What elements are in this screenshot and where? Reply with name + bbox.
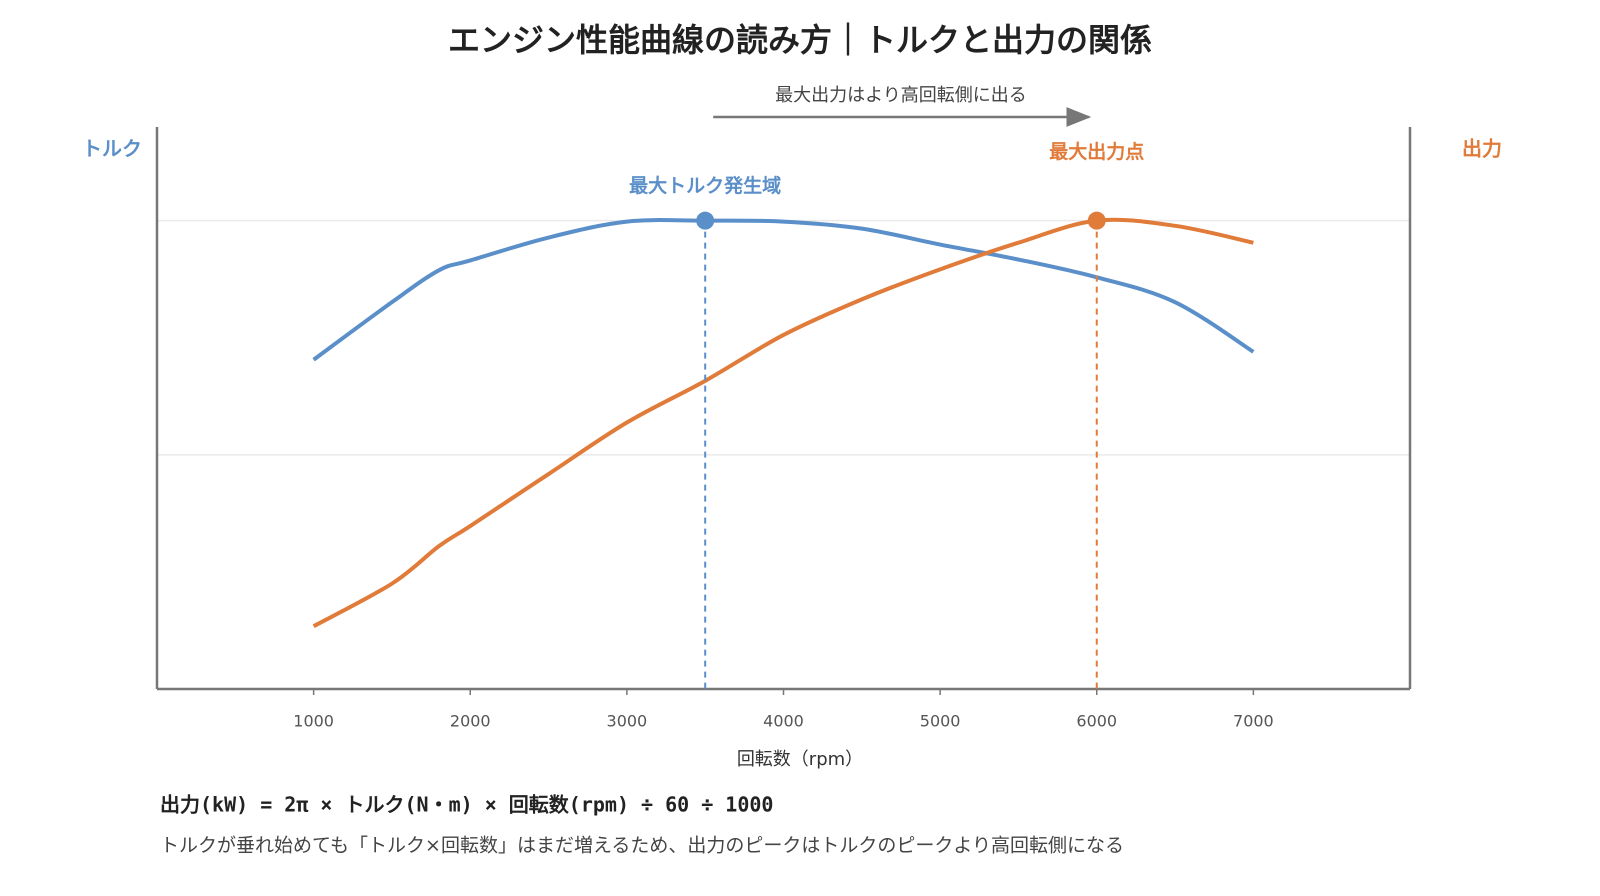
x-axis-label: 回転数（rpm） [737,749,863,770]
y2-axis-label: 出力 [1462,137,1502,161]
y-axis-label: トルク [82,137,142,161]
x-tick-label: 1000 [293,712,334,731]
chart-title: エンジン性能曲線の読み方｜トルクと出力の関係 [448,21,1152,59]
x-tick-label: 4000 [763,712,804,731]
note: トルクが垂れ始めても「トルク×回転数」はまだ増えるため、出力のピークはトルクのピ… [160,835,1124,857]
x-tick-label: 6000 [1076,712,1117,731]
arrow-label: 最大出力はより高回転側に出る [775,85,1027,106]
x-tick-label: 5000 [920,712,961,731]
x-tick-label: 2000 [450,712,491,731]
annotation: 最大出力点 [1049,140,1144,163]
peak-point [696,211,715,230]
annotation: 最大トルク発生域 [629,174,781,197]
line-series [312,217,1254,628]
x-tick-label: 3000 [607,712,648,731]
x-tick-label: 7000 [1233,712,1274,731]
line-series [312,218,1255,362]
formula: 出力(kW) = 2π × トルク(N・m) × 回転数(rpm) ÷ 60 ÷… [160,793,773,817]
peak-point [1087,211,1106,230]
